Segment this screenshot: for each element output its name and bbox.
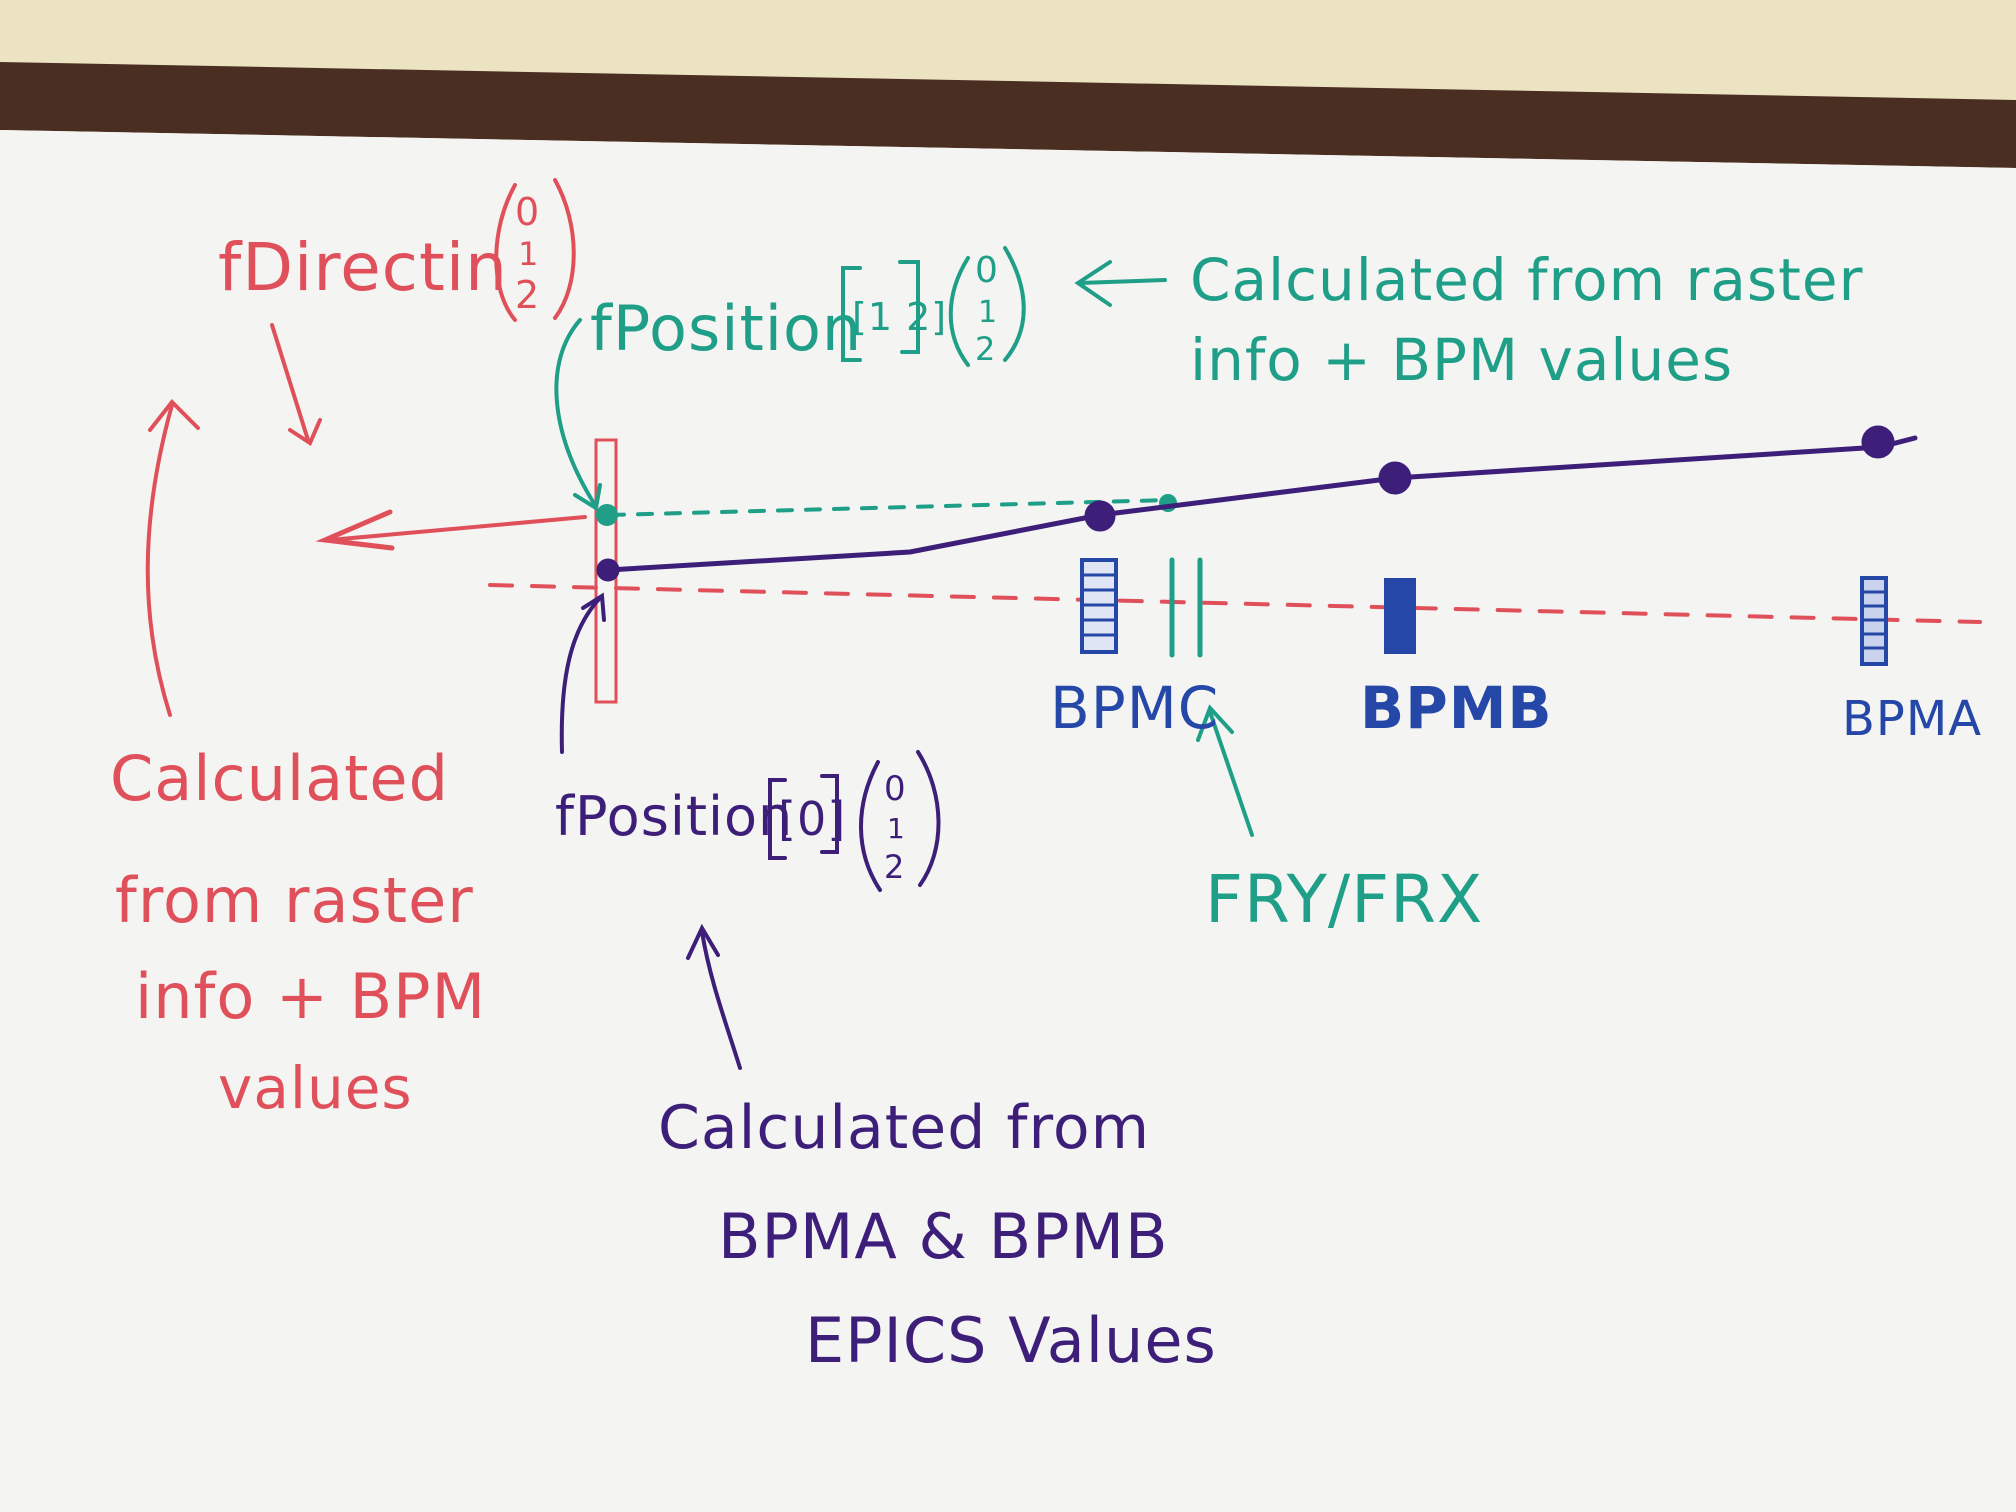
green-vector-bracket-left: [948, 256, 970, 367]
red-note-line-1: Calculated: [110, 742, 449, 815]
f-position-0-vec-1: 1: [887, 812, 906, 845]
green-note-line-2: info + BPM values: [1190, 326, 1733, 394]
red-arrow-head: [315, 509, 395, 551]
purple-note-line-1: Calculated from: [658, 1093, 1150, 1163]
red-note-line-2: from raster: [115, 864, 474, 937]
green-left-arrow: [1078, 278, 1167, 285]
board-frame: [0, 62, 2016, 168]
f-position-0-label: fPosition: [555, 785, 793, 848]
f-position-12-vec-0: 0: [975, 250, 999, 291]
green-vector-bracket-right: [1003, 246, 1026, 362]
bpm-b-detector: [1384, 578, 1416, 654]
green-pointer-curve: [554, 318, 597, 507]
purple-vector-bracket-left: [859, 760, 882, 892]
purple-pointer-curve: [559, 596, 602, 754]
red-note-line-3: info + BPM: [135, 960, 486, 1033]
purple-note-line-3: EPICS Values: [805, 1304, 1217, 1377]
f-direction-label: fDirectin: [218, 229, 508, 306]
purple-index-bracket-right: [820, 774, 839, 854]
f-position-12-vec-1: 1: [978, 295, 998, 330]
green-annotations: [554, 246, 1254, 837]
red-pointer-arrow: [270, 323, 310, 442]
red-vector-bracket-left: [494, 183, 517, 322]
beam-point-bpmb: [1378, 461, 1412, 495]
red-note-line-4: values: [218, 1054, 413, 1122]
text-labels: fDirectin 0 1 2 fPosition [1 2] 0 1 2 Ca…: [110, 190, 1982, 1377]
red-annotations: [145, 178, 1982, 717]
bpm-detectors: [1080, 558, 1888, 666]
purple-annotations: [559, 425, 1918, 1070]
bpm-a-label: BPMA: [1842, 691, 1982, 747]
red-vector-bracket-right: [553, 178, 576, 320]
f-direction-vec-0: 0: [515, 190, 540, 234]
beam-point-bpmc: [1084, 500, 1116, 532]
green-position-point: [596, 504, 618, 526]
purple-up-arrow: [700, 930, 742, 1070]
f-position-12-index: [1 2]: [852, 295, 947, 339]
green-up-arrow: [1208, 710, 1254, 837]
f-position-12-label: fPosition: [590, 292, 862, 365]
bpm-c-detector: [1080, 558, 1118, 654]
wall: [0, 0, 2016, 80]
bpm-b-label: BPMB: [1360, 674, 1553, 742]
purple-index-bracket-left: [768, 778, 787, 860]
purple-position-point: [596, 558, 620, 582]
purple-note-line-2: BPMA & BPMB: [718, 1200, 1169, 1273]
purple-vector-bracket-right: [916, 750, 941, 887]
bpm-c-label: BPMC: [1050, 674, 1219, 742]
f-position-0-index: [0]: [778, 792, 846, 846]
whiteboard: [0, 130, 2016, 1512]
bpm-a-detector: [1860, 576, 1888, 666]
green-index-bracket-left: [841, 266, 862, 362]
green-note-line-1: Calculated from raster: [1190, 246, 1863, 314]
red-up-arrow: [145, 403, 174, 717]
f-direction-vec-1: 1: [518, 235, 539, 273]
f-position-12-vec-2: 2: [975, 330, 996, 368]
red-direction-arrow: [328, 515, 587, 542]
fry-frx-label: FRY/FRX: [1205, 861, 1483, 938]
beam-point-bpma: [1861, 425, 1895, 459]
f-position-0-vec-2: 2: [884, 848, 905, 886]
green-index-bracket-right: [898, 260, 920, 354]
green-dashed-line: [608, 498, 1172, 517]
f-position-0-vec-0: 0: [884, 769, 907, 809]
f-direction-vec-2: 2: [515, 273, 540, 317]
